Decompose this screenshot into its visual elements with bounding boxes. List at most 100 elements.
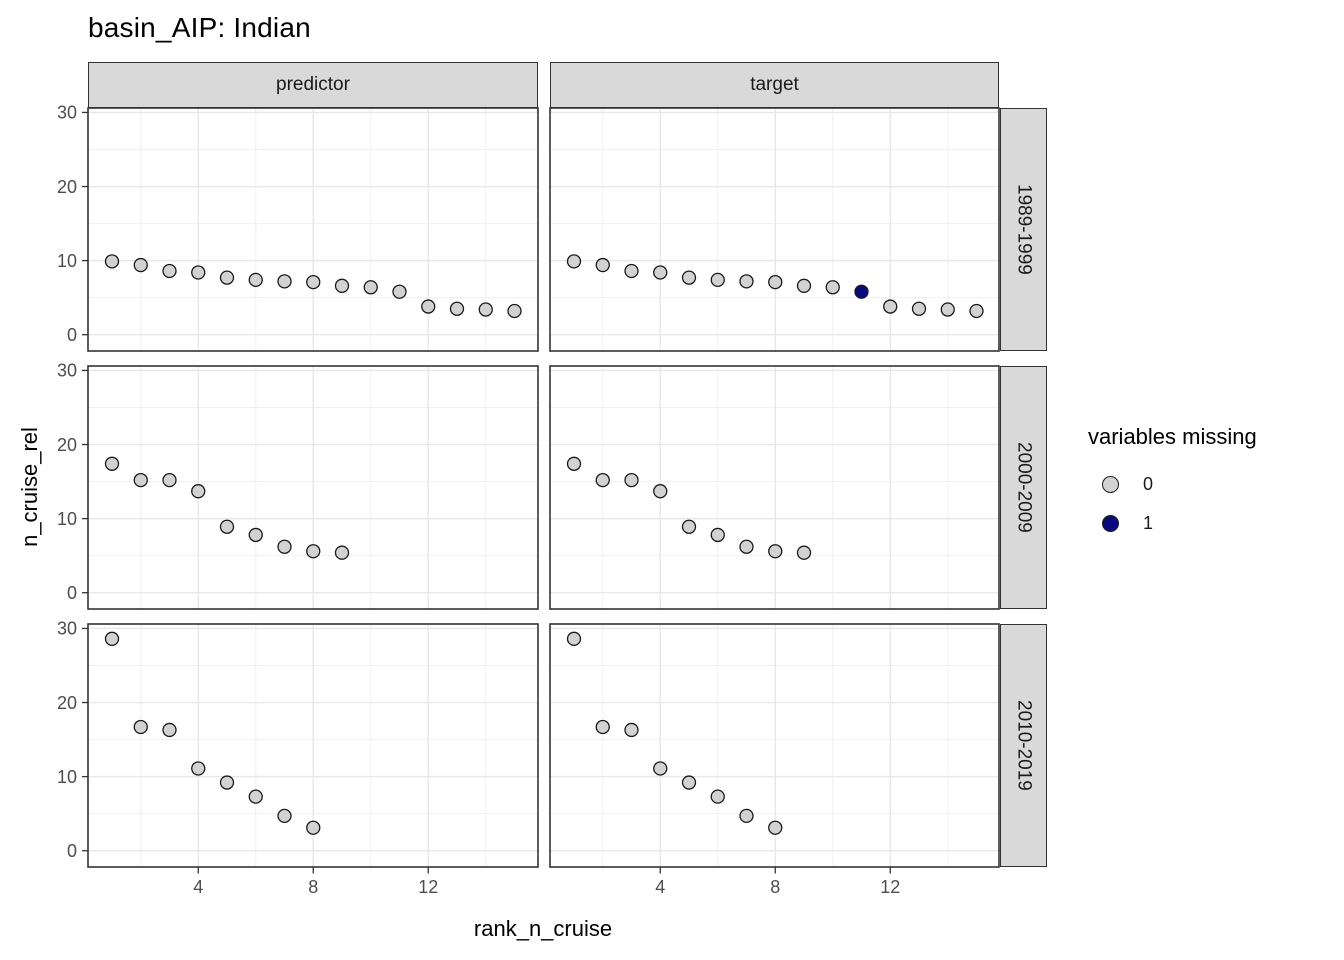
panel-background xyxy=(550,366,999,609)
data-point xyxy=(595,719,610,735)
x-tick-label: 4 xyxy=(193,877,203,897)
panel-border xyxy=(549,365,1000,610)
data-point xyxy=(681,775,697,790)
data-point xyxy=(162,263,177,279)
legend-swatch-circle-icon xyxy=(1102,515,1119,532)
facet-strip-row-2000-2009: 2000-2009 xyxy=(1000,366,1047,609)
data-point xyxy=(104,456,120,471)
data-point xyxy=(392,284,407,299)
data-point xyxy=(133,472,148,488)
facet-strip-col-target-label: target xyxy=(750,74,799,95)
data-point xyxy=(191,265,206,280)
data-point xyxy=(911,301,927,316)
data-point xyxy=(624,472,639,488)
legend-item-0-label: 0 xyxy=(1143,474,1154,494)
facet-strip-row-2010-2019: 2010-2019 xyxy=(1000,624,1047,867)
facet-strip-row-2010-2019-label: 2010-2019 xyxy=(1013,700,1035,791)
data-point xyxy=(421,299,436,314)
data-point xyxy=(133,257,148,273)
panel-border xyxy=(87,365,539,610)
data-point xyxy=(219,775,235,790)
legend-swatch-circle-icon xyxy=(1102,476,1119,493)
data-point xyxy=(334,278,350,293)
data-point xyxy=(681,270,697,285)
x-tick-label: 8 xyxy=(308,877,318,897)
y-axis-title: n_cruise_rel xyxy=(17,427,42,547)
legend-title: variables missing xyxy=(1088,424,1257,449)
data-point xyxy=(854,284,869,299)
data-point xyxy=(940,302,955,317)
y-tick-label: 20 xyxy=(57,435,77,455)
data-point xyxy=(478,302,493,317)
data-point xyxy=(306,274,321,290)
legend-item-1: 1 xyxy=(1088,513,1338,534)
data-point xyxy=(104,254,120,269)
data-point xyxy=(248,789,263,804)
legend-item-1-label: 1 xyxy=(1143,513,1154,533)
data-point xyxy=(277,539,292,554)
data-point xyxy=(162,472,177,488)
data-point xyxy=(162,722,177,738)
data-point xyxy=(191,761,206,776)
y-tick-label: 20 xyxy=(57,177,77,197)
data-point xyxy=(796,545,812,560)
x-tick-label: 8 xyxy=(770,877,780,897)
y-tick-label: 30 xyxy=(57,103,77,123)
data-point xyxy=(566,631,582,646)
data-point xyxy=(825,280,840,295)
panel-border xyxy=(87,107,539,352)
data-point xyxy=(796,278,812,293)
y-tick-label: 0 xyxy=(67,583,77,603)
data-point xyxy=(507,303,522,319)
data-point xyxy=(883,299,898,314)
data-point xyxy=(219,270,235,285)
data-point xyxy=(710,527,725,543)
x-tick-label: 12 xyxy=(880,877,900,897)
data-point xyxy=(449,301,465,316)
data-point xyxy=(739,808,754,824)
y-tick-label: 0 xyxy=(67,325,77,345)
data-point xyxy=(969,303,984,319)
data-point xyxy=(595,257,610,273)
legend-item-0: 0 xyxy=(1088,474,1338,495)
data-point xyxy=(277,808,292,824)
data-point xyxy=(104,631,120,646)
facet-strip-col-predictor-label: predictor xyxy=(276,74,350,95)
data-point xyxy=(595,472,610,488)
facet-strip-row-1989-1999: 1989-1999 xyxy=(1000,108,1047,351)
data-point xyxy=(624,722,639,738)
data-point xyxy=(653,484,668,499)
x-tick-label: 12 xyxy=(418,877,438,897)
data-point xyxy=(363,280,378,295)
data-point xyxy=(191,484,206,499)
facet-strip-row-2000-2009-label: 2000-2009 xyxy=(1013,442,1035,533)
data-point xyxy=(710,272,725,288)
data-point xyxy=(248,527,263,543)
data-point xyxy=(566,456,582,471)
data-point xyxy=(306,544,321,559)
data-point xyxy=(768,820,783,835)
facet-strip-col-predictor: predictor xyxy=(88,62,538,108)
data-point xyxy=(739,274,754,289)
y-tick-label: 20 xyxy=(57,693,77,713)
legend: variables missing 0 1 xyxy=(1088,424,1338,552)
data-point xyxy=(334,545,350,560)
data-point xyxy=(768,544,783,559)
data-point xyxy=(653,265,668,280)
y-tick-label: 10 xyxy=(57,767,77,787)
y-tick-label: 10 xyxy=(57,251,77,271)
data-point xyxy=(306,820,321,835)
data-point xyxy=(566,254,582,269)
data-point xyxy=(624,263,639,279)
facet-strip-col-target: target xyxy=(550,62,999,108)
data-point xyxy=(681,519,697,534)
x-tick-label: 4 xyxy=(655,877,665,897)
data-point xyxy=(133,719,148,735)
panel-border xyxy=(549,623,1000,868)
y-tick-label: 0 xyxy=(67,841,77,861)
y-tick-label: 10 xyxy=(57,509,77,529)
y-tick-label: 30 xyxy=(57,361,77,381)
data-point xyxy=(653,761,668,776)
